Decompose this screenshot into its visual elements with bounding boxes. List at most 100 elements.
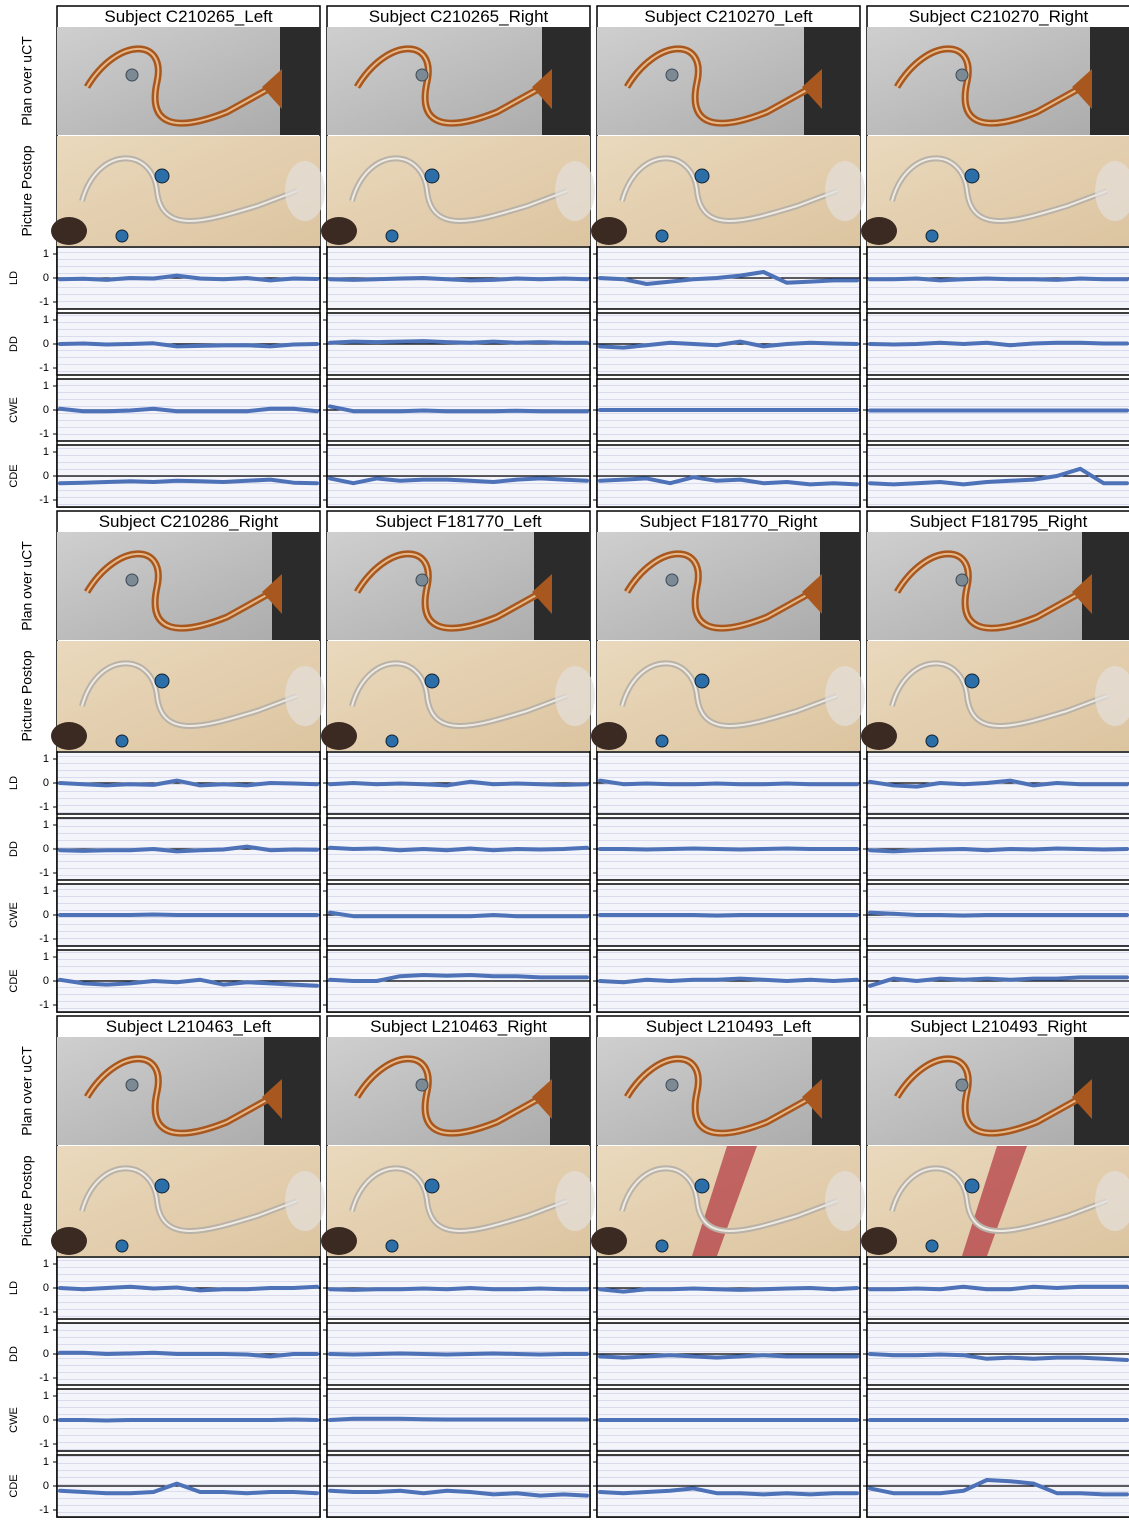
error-line [870,849,1127,852]
y-tick-label: -1 [39,867,49,879]
y-tick-label: -1 [39,933,49,945]
error-line [870,343,1127,345]
photo-image [327,136,590,246]
screw [965,169,979,183]
screw [386,1240,398,1252]
y-tick-label: 0 [43,272,49,284]
screw [416,1079,428,1091]
connector [825,1171,865,1231]
y-tick-label: 1 [43,753,49,765]
y-tick-label: 1 [43,885,49,897]
error-line [60,915,317,916]
screw [155,674,169,688]
subject-title: Subject C210286_Right [99,512,279,531]
screw [425,674,439,688]
screw [126,1079,138,1091]
cavity [51,1227,87,1255]
screw [695,169,709,183]
ct-background [550,1037,590,1145]
cavity [591,217,627,245]
panel-label: Plan over uCT [19,36,35,126]
error-line [60,1420,317,1421]
y-tick-label: 0 [43,1480,49,1492]
photo-image [597,641,860,751]
screw [155,1179,169,1193]
y-tick-label: 0 [43,909,49,921]
subject-title: Subject C210265_Left [104,7,273,26]
subject-title: Subject C210270_Left [644,7,813,26]
screw [116,735,128,747]
connector [825,666,865,726]
screw [965,674,979,688]
connector [285,666,325,726]
photo-image [597,136,860,246]
y-tick-label: 1 [43,819,49,831]
error-line [330,278,587,280]
y-tick-label: 0 [43,1282,49,1294]
metric-label: DD [8,336,20,352]
screw [926,1240,938,1252]
error-line [870,279,1127,281]
y-tick-label: -1 [39,428,49,440]
ct-background [1090,27,1129,135]
photo-image [57,136,320,246]
y-tick-label: 0 [43,470,49,482]
connector [285,161,325,221]
connector [285,1171,325,1231]
y-tick-label: 0 [43,843,49,855]
screw [386,735,398,747]
screw [695,1179,709,1193]
photo-image [867,641,1129,751]
panel-label: Plan over uCT [19,1046,35,1136]
photo-image [57,641,320,751]
y-tick-label: -1 [39,1372,49,1384]
connector [555,666,595,726]
error-line [600,1355,857,1357]
screw [416,574,428,586]
figure: Subject C210265_Left Plan over uCT Picture… [0,0,1129,1520]
y-tick-label: 1 [43,314,49,326]
screw [155,169,169,183]
y-tick-label: -1 [39,296,49,308]
error-line [600,849,857,850]
cavity [861,217,897,245]
y-tick-label: 1 [43,446,49,458]
screw [956,1079,968,1091]
photo-image [57,1146,320,1256]
error-line [870,913,1127,916]
screw [695,674,709,688]
y-tick-label: -1 [39,1438,49,1450]
error-line [330,341,587,343]
page: Subject C210265_Left Plan over uCT Picture… [0,0,1129,1520]
connector [555,1171,595,1231]
screw [926,230,938,242]
metric-label: CDE [8,969,20,992]
y-tick-label: 1 [43,1258,49,1270]
subject-title: Subject C210265_Right [369,7,549,26]
y-tick-label: -1 [39,1504,49,1516]
connector [825,161,865,221]
screw [656,1240,668,1252]
y-tick-label: 1 [43,1390,49,1402]
cavity [591,722,627,750]
screw [965,1179,979,1193]
metric-label: CDE [8,1474,20,1497]
panel-label: Plan over uCT [19,541,35,631]
cavity [51,722,87,750]
subject-title: Subject L210463_Left [106,1017,272,1036]
y-tick-label: -1 [39,494,49,506]
subject-title: Subject C210270_Right [909,7,1089,26]
y-tick-label: 0 [43,338,49,350]
y-tick-label: 0 [43,975,49,987]
error-line [330,1354,587,1355]
cavity [321,217,357,245]
y-tick-label: 0 [43,1348,49,1360]
error-line [600,915,857,916]
screw [416,69,428,81]
panel-label: Picture Postop [19,1155,35,1246]
y-tick-label: 1 [43,248,49,260]
cavity [51,217,87,245]
screw [666,69,678,81]
y-tick-label: 1 [43,1324,49,1336]
ct-background [820,532,860,640]
